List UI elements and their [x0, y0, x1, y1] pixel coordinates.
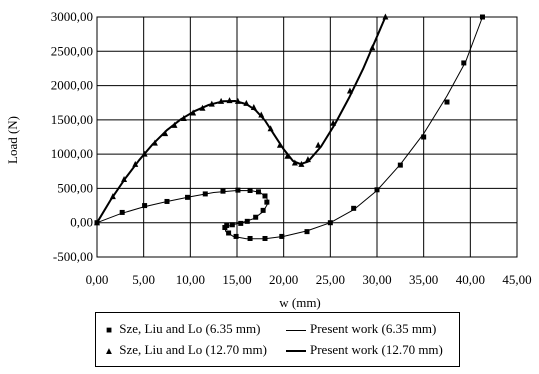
- data-point-square: [244, 218, 250, 224]
- data-point-square: [421, 134, 427, 140]
- y-tick-label: 0,00: [70, 215, 93, 230]
- series-line-1: [96, 16, 483, 240]
- thin-line-icon: [286, 329, 306, 331]
- legend-label: Present work (6.35 mm): [310, 321, 437, 336]
- x-axis-title: w (mm): [279, 295, 321, 310]
- data-point-square: [142, 203, 148, 209]
- x-tick-label: 45,00: [502, 272, 531, 287]
- legend-item-sze-6-35: ■ Sze, Liu and Lo (6.35 mm): [102, 321, 260, 338]
- x-tick-label: 15,00: [222, 272, 251, 287]
- data-point-square: [397, 162, 403, 168]
- data-point-triangle: [315, 141, 322, 148]
- data-point-square: [260, 207, 266, 213]
- y-tick-label: 1000,00: [51, 146, 93, 161]
- x-tick-label: 30,00: [362, 272, 391, 287]
- axes: 0,00 5,00 10,00 15,00 20,00 25,00 30,00 35,00 40…: [51, 9, 532, 287]
- data-point-square: [264, 199, 270, 205]
- legend-item-present-6-35: Present work (6.35 mm): [286, 321, 436, 336]
- y-tick-label: 500,00: [57, 180, 93, 195]
- series-line-3: [96, 16, 387, 224]
- triangle-marker-icon: ▲: [104, 345, 114, 357]
- legend-label: Sze, Liu and Lo (12.70 mm): [119, 342, 267, 357]
- data-point-square: [444, 99, 450, 105]
- x-tick-label: 40,00: [456, 272, 485, 287]
- y-tick-label: -500,00: [53, 249, 93, 264]
- y-axis-title: Load (N): [5, 116, 20, 164]
- data-point-square: [220, 188, 226, 194]
- y-tick-label: 1500,00: [51, 112, 93, 127]
- legend-label: Present work (12.70 mm): [310, 342, 443, 357]
- square-marker-icon: ■: [105, 324, 113, 336]
- y-tick-label: 2500,00: [51, 43, 93, 58]
- x-tick-label: 20,00: [269, 272, 298, 287]
- y-tick-label: 3000,00: [51, 9, 93, 24]
- y-tick-label: 2000,00: [51, 78, 93, 93]
- x-tick-label: 0,00: [86, 272, 109, 287]
- data-point-square: [119, 209, 125, 215]
- thick-line-icon: [286, 350, 306, 353]
- x-tick-label: 25,00: [316, 272, 345, 287]
- data-point-square: [351, 205, 357, 211]
- legend-item-sze-12-70: ▲ Sze, Liu and Lo (12.70 mm): [102, 342, 267, 359]
- legend: ■ Sze, Liu and Lo (6.35 mm) Present work…: [95, 312, 460, 367]
- x-tick-label: 35,00: [409, 272, 438, 287]
- plot-area-border: [96, 16, 518, 258]
- data-point-square: [304, 229, 310, 235]
- x-tick-label: 5,00: [132, 272, 155, 287]
- series-layer: [94, 13, 485, 241]
- legend-item-present-12-70: Present work (12.70 mm): [286, 342, 443, 357]
- legend-label: Sze, Liu and Lo (6.35 mm): [119, 321, 261, 336]
- x-tick-label: 10,00: [176, 272, 205, 287]
- data-point-square: [461, 60, 467, 66]
